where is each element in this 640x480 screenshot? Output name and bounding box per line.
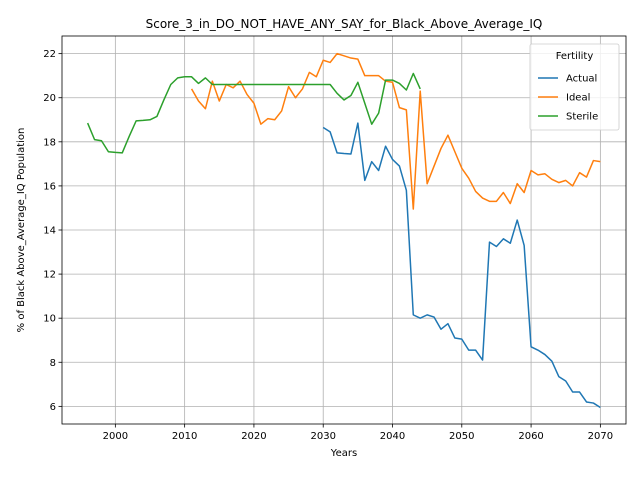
y-tick-label: 20	[43, 93, 56, 104]
x-tick-label: 2010	[172, 431, 197, 442]
x-tick-label: 2040	[380, 431, 405, 442]
y-tick-label: 6	[50, 402, 56, 413]
y-tick-label: 10	[43, 314, 56, 325]
series-line-ideal	[190, 52, 601, 210]
y-tick-label: 22	[43, 49, 56, 60]
x-tick-label: 2020	[241, 431, 266, 442]
y-tick-label: 14	[43, 226, 56, 237]
y-tick-label: 12	[43, 270, 56, 281]
x-tick-label: 2030	[310, 431, 335, 442]
legend-label-ideal: Ideal	[566, 93, 590, 104]
y-axis-label: % of Black Above_Average_IQ Population	[16, 128, 27, 333]
series-lines	[86, 52, 601, 409]
y-tick-label: 16	[43, 181, 56, 192]
x-axis-label: Years	[330, 448, 357, 459]
y-tick-label: 8	[50, 358, 56, 369]
legend-label-sterile: Sterile	[566, 112, 598, 123]
y-axis: 6 8 10 12 14 16 18 20 22	[43, 49, 62, 413]
chart-title: Score_3_in_DO_NOT_HAVE_ANY_SAY_for_Black…	[146, 17, 543, 31]
legend-label-actual: Actual	[566, 74, 597, 85]
x-tick-label: 2060	[518, 431, 543, 442]
y-tick-label: 18	[43, 137, 56, 148]
x-tick-label: 2070	[588, 431, 613, 442]
legend-title: Fertility	[556, 51, 594, 62]
series-line-sterile	[86, 72, 421, 154]
series-line-actual	[322, 122, 601, 409]
legend: Fertility Actual Ideal Sterile	[529, 43, 620, 131]
x-tick-label: 2000	[103, 431, 128, 442]
legend-box	[529, 43, 620, 131]
x-tick-label: 2050	[449, 431, 474, 442]
x-axis: 2000 2010 2020 2030 2040 2050 2060 2070	[103, 424, 613, 442]
